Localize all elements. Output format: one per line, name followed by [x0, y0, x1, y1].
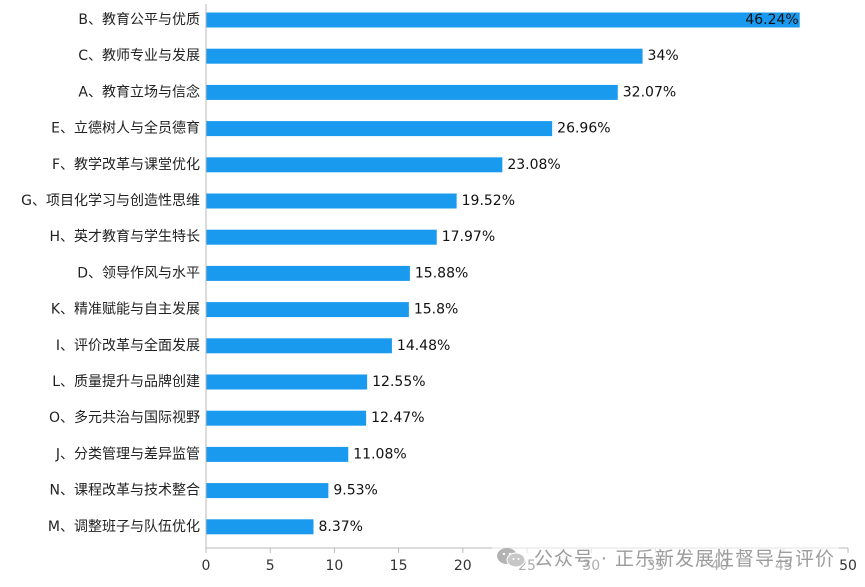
data-label: 19.52%: [462, 193, 515, 209]
bar: [206, 157, 503, 173]
bar: [206, 229, 437, 245]
bar: [206, 483, 329, 499]
data-label: 26.96%: [557, 121, 610, 137]
x-tick-label: 15: [390, 558, 408, 574]
data-label: 23.08%: [507, 157, 560, 173]
data-label: 14.48%: [397, 338, 450, 354]
bar: [206, 121, 553, 137]
data-label: 32.07%: [623, 84, 676, 100]
bar: [206, 84, 618, 100]
wechat-icon: [496, 547, 526, 567]
data-label: 8.37%: [318, 519, 362, 535]
bars-layer: [206, 12, 800, 535]
category-label: O、多元共治与国际视野: [49, 409, 200, 426]
data-label: 46.24%: [745, 12, 798, 28]
x-tick-label: 5: [266, 558, 275, 574]
bar: [206, 12, 800, 28]
bar: [206, 265, 410, 281]
data-label: 15.8%: [414, 302, 458, 318]
bar: [206, 302, 409, 318]
data-label: 17.97%: [442, 229, 495, 245]
category-label: A、教育立场与信念: [78, 83, 200, 100]
data-label: 9.53%: [333, 483, 377, 499]
bar: [206, 446, 349, 462]
category-label: K、精准赋能与自主发展: [51, 302, 200, 318]
x-tick-label: 10: [325, 558, 343, 574]
category-label: M、调整班子与队伍优化: [48, 519, 200, 535]
data-label: 15.88%: [415, 265, 468, 281]
x-tick-label: 50: [839, 558, 857, 574]
category-label: F、教学改革与课堂优化: [52, 157, 200, 173]
category-label: C、教师专业与发展: [78, 48, 200, 64]
bar: [206, 519, 314, 535]
data-label: 12.55%: [372, 374, 425, 390]
category-label: B、教育公平与优质: [78, 12, 200, 28]
bar: [206, 48, 643, 64]
category-label: L、质量提升与品牌创建: [52, 373, 200, 390]
category-label: J、分类管理与差异监管: [55, 446, 200, 462]
category-label: N、课程改革与技术整合: [50, 483, 200, 499]
data-label: 12.47%: [371, 410, 424, 426]
labels-layer: B、教育公平与优质 46.24% C、教师专业与发展 34% A、教育立场与信念 32.0…: [21, 12, 799, 535]
watermark-text: 公众号 · 正乐新发展性督导与评价: [533, 548, 835, 570]
category-label: H、英才教育与学生特长: [49, 228, 200, 245]
bar: [206, 410, 367, 426]
data-label: 34%: [648, 48, 679, 64]
data-label: 11.08%: [353, 446, 406, 462]
bar: [206, 338, 392, 354]
watermark: 公众号 · 正乐新发展性督导与评价: [491, 542, 839, 573]
category-label: D、领导作风与水平: [77, 265, 200, 281]
category-label: G、项目化学习与创造性思维: [21, 193, 200, 209]
x-tick-label: 0: [202, 558, 211, 574]
x-tick-label: 20: [454, 558, 472, 574]
category-label: I、评价改革与全面发展: [56, 337, 200, 354]
bar: [206, 193, 457, 209]
bar: [206, 374, 368, 390]
category-label: E、立德树人与全员德育: [51, 120, 200, 137]
